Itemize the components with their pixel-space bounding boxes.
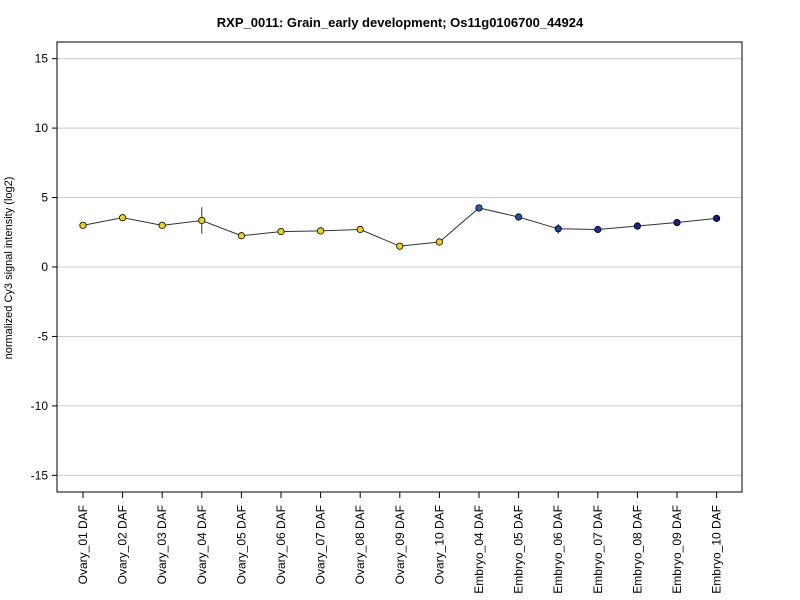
x-tick-label: Embryo_06 DAF [551,505,565,594]
data-point [554,225,562,233]
x-tick-label: Embryo_09 DAF [670,505,684,594]
data-point [79,221,87,229]
y-tick-label: -15 [31,468,49,482]
data-point [633,222,642,230]
x-tick-label: Ovary_07 DAF [314,505,328,584]
series-polyline [82,207,717,247]
x-tick-label: Ovary_05 DAF [234,505,248,584]
y-tick-label: 5 [41,191,48,205]
data-point [594,225,602,234]
x-tick-label: Ovary_01 DAF [76,505,90,584]
chart-title: RXP_0011: Grain_early development; Os11g… [217,15,584,30]
x-tick-label: Ovary_08 DAF [353,505,367,584]
data-point [712,214,721,222]
x-axis: Ovary_01 DAF Ovary_02 DAF Ovary_03 DAF Ovar… [76,492,724,594]
series-line [79,204,721,250]
data-point [435,238,443,246]
data-point [514,213,523,221]
plot-frame [56,41,743,493]
data-point [158,221,166,229]
data-point [316,227,325,235]
x-tick-label: Embryo_07 DAF [591,505,605,594]
data-point [198,216,206,225]
data-point [237,232,245,240]
y-tick-label: 15 [35,52,49,66]
data-point [673,218,681,227]
y-tick-label: 0 [41,260,48,274]
data-point [119,214,127,222]
x-tick-label: Embryo_05 DAF [512,505,526,594]
x-tick-label: Ovary_06 DAF [274,505,288,584]
x-tick-label: Ovary_03 DAF [155,505,169,584]
y-tick-label: -10 [31,399,49,413]
data-point [356,225,364,234]
x-tick-label: Ovary_10 DAF [432,505,446,584]
x-tick-label: Ovary_04 DAF [195,505,209,584]
grid-lines [57,58,742,476]
data-point [277,227,285,236]
y-axis-label: normalized Cy3 signal intensity (log2) [3,177,15,360]
x-tick-label: Embryo_04 DAF [472,505,486,594]
x-tick-label: Embryo_10 DAF [710,505,724,594]
y-axis: -15 -10 -5 0 5 10 15 [31,52,57,482]
x-tick-label: Embryo_08 DAF [630,505,644,594]
y-tick-label: -5 [37,329,48,343]
y-tick-label: 10 [35,121,49,135]
data-point [396,242,404,250]
x-tick-label: Ovary_02 DAF [116,505,130,584]
x-tick-label: Ovary_09 DAF [393,505,407,584]
data-point [475,204,483,212]
